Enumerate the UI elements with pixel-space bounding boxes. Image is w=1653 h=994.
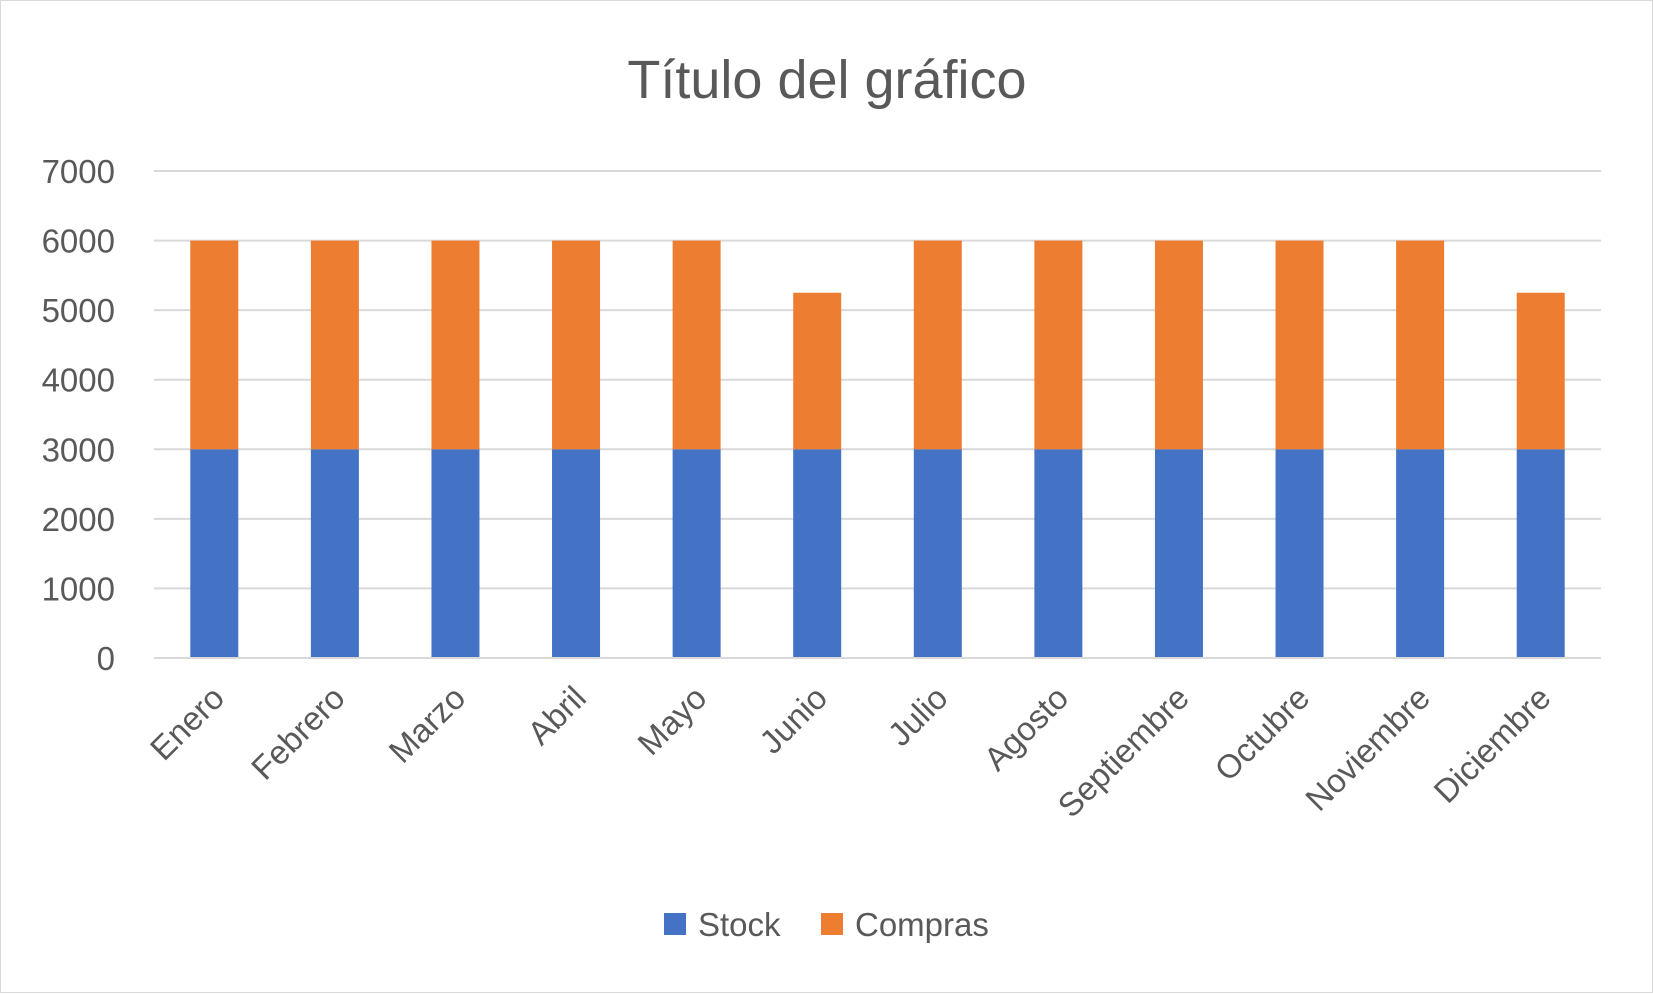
bar-compras-mayo	[672, 240, 721, 450]
y-tick-label: 6000	[42, 223, 115, 260]
bar-compras-octubre	[1275, 240, 1324, 450]
bar-compras-julio	[913, 240, 962, 450]
y-tick-label: 0	[97, 640, 115, 677]
bar-stock-marzo	[431, 449, 480, 658]
x-tick-label: Mayo	[630, 679, 713, 762]
bar-compras-noviembre	[1396, 240, 1445, 450]
legend-label-compras: Compras	[855, 906, 989, 943]
x-tick-label: Septiembre	[1050, 679, 1195, 824]
y-tick-label: 5000	[42, 292, 115, 329]
bar-compras-diciembre	[1516, 292, 1565, 450]
x-tick-label: Abril	[520, 679, 593, 752]
bar-stock-abril	[552, 449, 601, 658]
bar-compras-febrero	[310, 240, 359, 450]
bar-stock-junio	[793, 449, 842, 658]
bar-compras-junio	[793, 292, 842, 450]
x-tick-label: Noviembre	[1298, 679, 1437, 818]
bar-stock-febrero	[310, 449, 359, 658]
bar-stock-noviembre	[1396, 449, 1445, 658]
x-tick-label: Junio	[752, 679, 834, 761]
bar-stock-agosto	[1034, 449, 1083, 658]
y-tick-label: 7000	[42, 153, 115, 190]
y-tick-label: 3000	[42, 431, 115, 468]
y-tick-label: 1000	[42, 570, 115, 607]
x-tick-label: Diciembre	[1426, 679, 1557, 810]
bar-stock-enero	[190, 449, 239, 658]
bar-stock-octubre	[1275, 449, 1324, 658]
legend: Stock Compras	[664, 906, 989, 943]
legend-label-stock: Stock	[698, 906, 781, 943]
x-tick-label: Marzo	[381, 679, 472, 770]
bar-stock-septiembre	[1154, 449, 1203, 658]
x-tick-label: Octubre	[1207, 679, 1316, 788]
bar-stock-mayo	[672, 449, 721, 658]
legend-swatch-stock	[664, 913, 686, 935]
bars	[190, 240, 1565, 658]
bar-stock-diciembre	[1516, 449, 1565, 658]
chart-title: Título del gráfico	[627, 50, 1026, 110]
x-tick-label: Enero	[143, 679, 231, 767]
legend-swatch-compras	[821, 913, 843, 935]
bar-compras-enero	[190, 240, 239, 450]
bar-compras-agosto	[1034, 240, 1083, 450]
bar-stock-julio	[913, 449, 962, 658]
bar-compras-marzo	[431, 240, 480, 450]
x-tick-label: Agosto	[977, 679, 1076, 778]
y-tick-label: 2000	[42, 501, 115, 538]
y-tick-label: 4000	[42, 362, 115, 399]
x-tick-label: Febrero	[244, 679, 352, 787]
gridlines	[154, 170, 1601, 590]
bar-compras-septiembre	[1154, 240, 1203, 450]
x-tick-label: Julio	[881, 679, 955, 753]
bar-compras-abril	[552, 240, 601, 450]
